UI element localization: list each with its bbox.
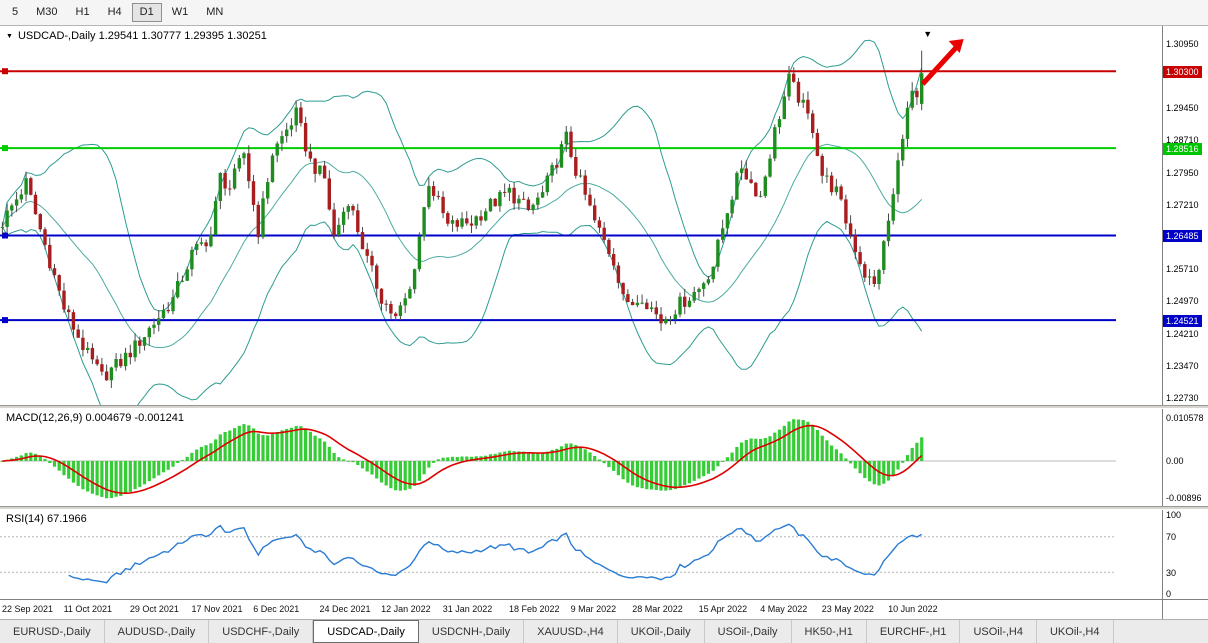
date-label: 11 Oct 2021 [63,604,112,614]
axis-tick-label: 1.27210 [1166,199,1199,210]
macd-value-axis[interactable]: 0.010578 0.00 -0.00896 [1162,409,1208,506]
main-chart-plot[interactable]: ▼ [0,26,1116,405]
date-label: 17 Nov 2021 [191,604,243,614]
timeframe-button-d1[interactable]: D1 [131,3,162,22]
chart-area: ▼ ▼ USDCAD-,Daily 1.29541 1.30777 1.2939… [0,26,1208,619]
panel-splitter-1[interactable] [0,405,1208,409]
bollinger-bands [1,39,923,405]
bar-marker-icon: ▼ [923,29,932,39]
chart-tab-usoil-daily[interactable]: USOil-,Daily [705,620,792,643]
axis-tick-label: 1.25710 [1166,264,1199,275]
timeframe-button-m30[interactable]: M30 [36,6,58,18]
chart-tab-audusd-daily[interactable]: AUDUSD-,Daily [105,620,210,643]
horizontal-lines[interactable] [0,68,1116,324]
hline-price-label: 1.24521 [1163,314,1202,327]
hline-price-label: 1.26485 [1163,230,1202,243]
axis-tick-label: 1.22730 [1166,392,1199,403]
axis-tick-label: 30 [1166,567,1177,578]
timeframe-button-h1[interactable]: H1 [75,6,90,18]
date-label: 15 Apr 2022 [698,604,748,614]
axis-tick-label: 1.24210 [1166,329,1199,339]
axis-tick-label: 1.24970 [1166,296,1199,307]
macd-panel[interactable]: MACD(12,26,9) 0.004679 -0.001241 0.01057… [0,409,1208,506]
date-label: 18 Feb 2022 [509,604,560,614]
axis-tick-label: 1.30950 [1166,38,1199,49]
axis-tick-label: -0.00896 [1166,493,1202,504]
chart-title-text: USDCAD-,Daily 1.29541 1.30777 1.29395 1.… [17,30,267,42]
axis-tick-label: 1.23470 [1166,360,1199,371]
timeframe-button-mn[interactable]: MN [206,6,224,18]
rsi-panel[interactable]: RSI(14) 67.1966 100 70 30 0 [0,510,1208,599]
hline-price-label: 1.30300 [1163,65,1202,78]
chart-tab-usdcnh-daily[interactable]: USDCNH-,Daily [419,620,525,643]
date-axis-corner [1162,600,1208,619]
chart-tab-usdcad-daily[interactable]: USDCAD-,Daily [313,620,419,643]
timeframe-button-5[interactable]: 5 [12,6,19,18]
chart-tab-usoil-h4[interactable]: USOil-,H4 [960,620,1037,643]
axis-tick-label: 100 [1166,510,1182,520]
axis-tick-label: 0.010578 [1166,413,1204,424]
date-label: 6 Dec 2021 [253,604,300,614]
macd-signal-line [2,424,923,495]
chart-tab-xauusd-h4[interactable]: XAUUSD-,H4 [524,620,618,643]
chart-tab-ukoil-h4[interactable]: UKOil-,H4 [1037,620,1114,643]
axis-tick-label: 0 [1166,589,1172,599]
axis-tick-label: 1.27950 [1166,167,1199,178]
panel-splitter-2[interactable] [0,506,1208,510]
rsi-plot[interactable] [0,510,1116,599]
chart-tab-eurusd-daily[interactable]: EURUSD-,Daily [0,620,105,643]
date-label: 28 Mar 2022 [632,604,683,614]
date-axis[interactable]: 22 Sep 2021 11 Oct 2021 29 Oct 2021 17 Nov … [0,599,1208,619]
date-label: 4 May 2022 [760,604,808,614]
hline-price-label: 1.28516 [1163,142,1202,155]
timeframe-button-w1[interactable]: W1 [171,6,189,18]
chart-tabbar: EURUSD-,Daily AUDUSD-,Daily USDCHF-,Daily U… [0,619,1208,643]
date-label: 10 Jun 2022 [888,604,938,614]
macd-plot[interactable] [0,409,1116,506]
macd-label: MACD(12,26,9) 0.004679 -0.001241 [6,412,184,424]
timeframe-button-h4[interactable]: H4 [107,6,122,18]
macd-histogram [0,419,924,499]
candlestick-series [0,50,924,388]
chart-tab-hk50-h1[interactable]: HK50-,H1 [792,620,867,643]
main-price-axis[interactable]: 1.30950 1.29450 1.28710 1.27950 1.27210 1.257… [1162,26,1208,405]
chart-tab-eurchf-h1[interactable]: EURCHF-,H1 [867,620,961,643]
trend-arrow[interactable] [920,39,964,86]
date-label: 29 Oct 2021 [129,604,179,614]
main-chart-panel[interactable]: ▼ ▼ USDCAD-,Daily 1.29541 1.30777 1.2939… [0,26,1208,405]
chart-title: ▼ USDCAD-,Daily 1.29541 1.30777 1.29395 … [6,30,267,42]
axis-tick-label: 70 [1166,532,1177,543]
date-label: 23 May 2022 [821,604,874,614]
date-label: 24 Dec 2021 [319,604,371,614]
chart-dropdown-icon[interactable]: ▼ [6,32,13,40]
rsi-line [68,523,923,584]
date-label: 22 Sep 2021 [2,604,54,614]
date-label: 9 Mar 2022 [570,604,617,614]
date-label: 12 Jan 2022 [381,604,431,614]
axis-tick-label: 1.29450 [1166,103,1199,114]
chart-tab-usdchf-daily[interactable]: USDCHF-,Daily [209,620,314,643]
date-label: 31 Jan 2022 [442,604,493,614]
axis-tick-label: 1.28710 [1166,135,1199,146]
rsi-value-axis[interactable]: 100 70 30 0 [1162,510,1208,599]
timeframe-toolbar: 5 M30 H1 H4 D1 W1 MN [0,0,1208,26]
axis-tick-label: 0.00 [1166,456,1184,467]
rsi-label: RSI(14) 67.1966 [6,513,87,525]
chart-tab-ukoil-daily[interactable]: UKOil-,Daily [618,620,705,643]
